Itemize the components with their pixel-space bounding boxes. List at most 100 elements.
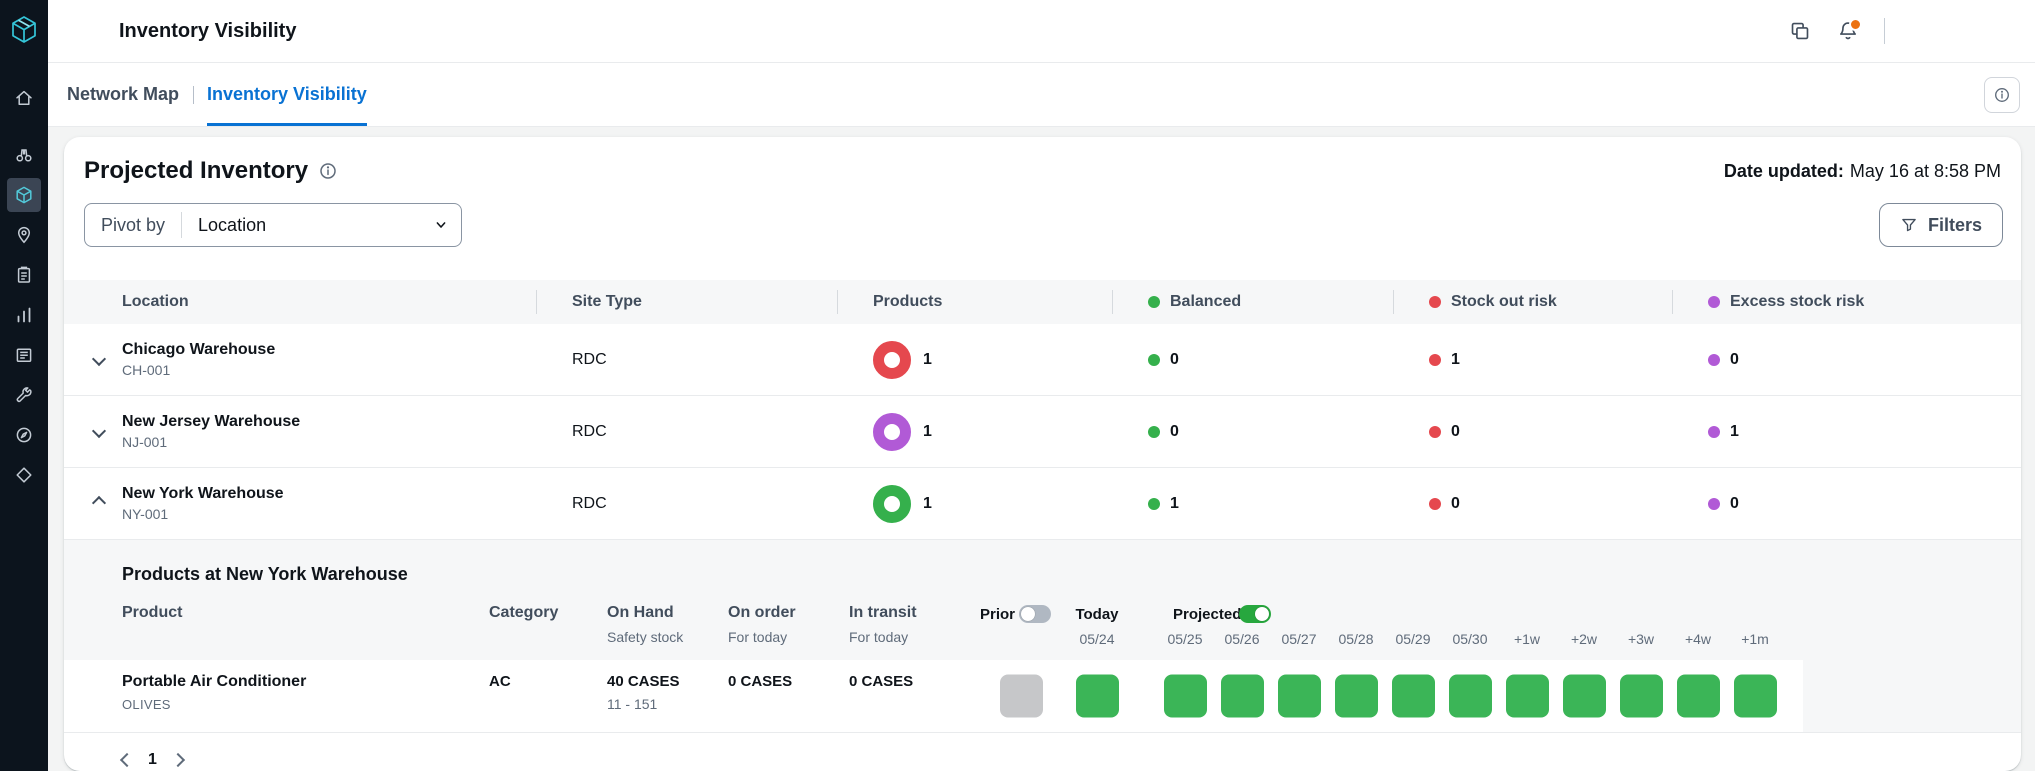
products-count: 1: [923, 350, 932, 368]
topbar-divider: [1884, 18, 1885, 44]
sidebar-item-locations[interactable]: [7, 218, 41, 252]
location-code: NY-001: [122, 506, 169, 522]
safety-stock-range: 11 - 151: [607, 696, 658, 712]
cell-projected[interactable]: [1562, 674, 1606, 718]
excess-dot: [1708, 296, 1720, 308]
sidebar-item-home[interactable]: [7, 81, 41, 115]
next-page-icon[interactable]: [170, 752, 185, 768]
location-name: Chicago Warehouse: [122, 341, 276, 358]
expand-caret-icon[interactable]: [91, 351, 107, 366]
expand-caret-icon[interactable]: [91, 495, 107, 510]
sidebar-item-orders[interactable]: [7, 258, 41, 292]
today-date: 05/24: [1079, 631, 1115, 647]
binoculars-icon: [14, 145, 34, 165]
bar-chart-icon: [14, 305, 34, 325]
product-category: AC: [489, 673, 511, 690]
app-title: Inventory Visibility: [119, 19, 297, 42]
projected-label: Projected: [1173, 606, 1242, 623]
stock-out-count: 0: [1451, 422, 1460, 440]
cell-projected[interactable]: [1448, 674, 1492, 718]
on-hand-value: 40 CASES: [607, 673, 680, 690]
projected-inventory-card: Projected Inventory Date updated: May 16…: [64, 137, 2021, 771]
expand-caret-icon[interactable]: [91, 423, 107, 438]
page-title: Projected Inventory: [84, 157, 309, 184]
location-pin-icon: [14, 225, 34, 245]
tab-inventory-visibility[interactable]: Inventory Visibility: [193, 63, 381, 126]
tab-label: Inventory Visibility: [207, 84, 367, 104]
clipboard-icon: [14, 265, 34, 285]
cell-projected[interactable]: [1619, 674, 1663, 718]
cell-projected[interactable]: [1163, 674, 1207, 718]
pivot-by-select[interactable]: Location: [198, 214, 267, 235]
wrench-icon: [14, 385, 34, 405]
products-donut: [873, 484, 911, 523]
info-icon: [1993, 86, 2011, 104]
cell-projected[interactable]: [1220, 674, 1264, 718]
date-updated-value: May 16 at 8:58 PM: [1849, 161, 2001, 181]
excess-dot: [1708, 425, 1720, 438]
home-icon: [14, 88, 34, 108]
on-order-value: 0 CASES: [728, 673, 793, 690]
cell-projected[interactable]: [1391, 674, 1435, 718]
projected-date: 05/25: [1167, 631, 1203, 647]
table-row[interactable]: Chicago Warehouse CH-001 RDC 1 0 1 0: [64, 324, 2021, 396]
prev-page-icon[interactable]: [119, 752, 135, 768]
products-count: 1: [923, 422, 932, 440]
projected-date: +2w: [1570, 631, 1598, 647]
projected-toggle[interactable]: [1239, 605, 1271, 623]
cell-projected[interactable]: [1334, 674, 1378, 718]
excess-count: 1: [1730, 422, 1739, 440]
table-row[interactable]: New Jersey Warehouse NJ-001 RDC 1 0 0 1: [64, 396, 2021, 468]
cell-prior[interactable]: [999, 674, 1043, 718]
tab-network-map[interactable]: Network Map: [53, 63, 193, 126]
cell-projected[interactable]: [1733, 674, 1777, 718]
sidebar-item-analytics[interactable]: [7, 298, 41, 332]
balanced-dot: [1148, 353, 1160, 366]
page-title-info-icon[interactable]: [318, 161, 338, 181]
in-transit-value: 0 CASES: [849, 673, 914, 690]
projected-date: +1m: [1741, 631, 1769, 647]
site-type: RDC: [572, 494, 607, 512]
sidebar-item-insights[interactable]: [7, 418, 41, 452]
sidebar-item-tools[interactable]: [7, 378, 41, 412]
subcolumn-on-hand: On Hand Safety stock: [607, 604, 684, 645]
tab-label: Network Map: [67, 84, 180, 104]
site-type: RDC: [572, 422, 607, 440]
diamond-icon: [14, 465, 34, 485]
cell-today[interactable]: [1075, 674, 1119, 718]
copy-icon[interactable]: [1788, 19, 1812, 43]
cell-projected[interactable]: [1505, 674, 1549, 718]
projected-date: 05/26: [1224, 631, 1260, 647]
today-label: Today: [1075, 606, 1119, 623]
sidebar-item-explore[interactable]: [7, 138, 41, 172]
sidebar-item-news[interactable]: [7, 338, 41, 372]
location-code: CH-001: [122, 362, 171, 378]
toggle-knob: [1255, 607, 1269, 621]
table-row[interactable]: New York Warehouse NY-001 RDC 1 1 0 0: [64, 468, 2021, 540]
prior-toggle[interactable]: [1019, 605, 1051, 623]
stock-out-dot: [1429, 425, 1441, 438]
table-body: Chicago Warehouse CH-001 RDC 1 0 1 0 New…: [64, 324, 2021, 540]
date-updated-label: Date updated:: [1723, 161, 1844, 181]
sidebar: [0, 0, 48, 771]
column-excess-stock-risk: Excess stock risk: [1672, 280, 2021, 324]
filters-button[interactable]: Filters: [1878, 203, 2003, 247]
cell-projected[interactable]: [1277, 674, 1321, 718]
site-type: RDC: [572, 350, 607, 368]
sidebar-item-integrations[interactable]: [7, 458, 41, 492]
product-row[interactable]: Portable Air Conditioner OLIVES AC 40 CA…: [64, 660, 1803, 732]
products-donut: [873, 340, 911, 379]
balanced-count: 0: [1170, 350, 1179, 368]
cell-projected[interactable]: [1676, 674, 1720, 718]
info-button[interactable]: [1984, 77, 2020, 113]
pivot-by-control: Pivot by Location: [84, 203, 462, 247]
sidebar-item-inventory[interactable]: [7, 178, 41, 212]
current-page[interactable]: 1: [148, 751, 157, 768]
table-header: Location Site Type Products Balanced Sto…: [64, 280, 2021, 324]
bell-icon[interactable]: [1836, 18, 1862, 43]
filters-label: Filters: [1927, 214, 1982, 235]
balanced-dot: [1148, 296, 1160, 308]
products-count: 1: [923, 494, 932, 512]
pivot-divider: [181, 212, 183, 238]
product-name: Portable Air Conditioner: [122, 673, 307, 690]
